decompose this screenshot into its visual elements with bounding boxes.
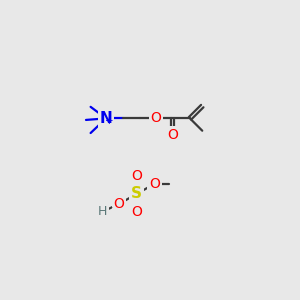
- Text: S: S: [131, 186, 142, 201]
- Text: N: N: [100, 111, 112, 126]
- Text: +: +: [105, 116, 113, 127]
- Text: O: O: [131, 205, 142, 219]
- Text: ·: ·: [110, 203, 114, 213]
- Text: O: O: [151, 111, 161, 125]
- Text: O: O: [167, 128, 178, 142]
- Text: H: H: [98, 205, 108, 218]
- Text: O: O: [114, 197, 124, 211]
- Text: O: O: [149, 177, 160, 191]
- Text: O: O: [131, 169, 142, 183]
